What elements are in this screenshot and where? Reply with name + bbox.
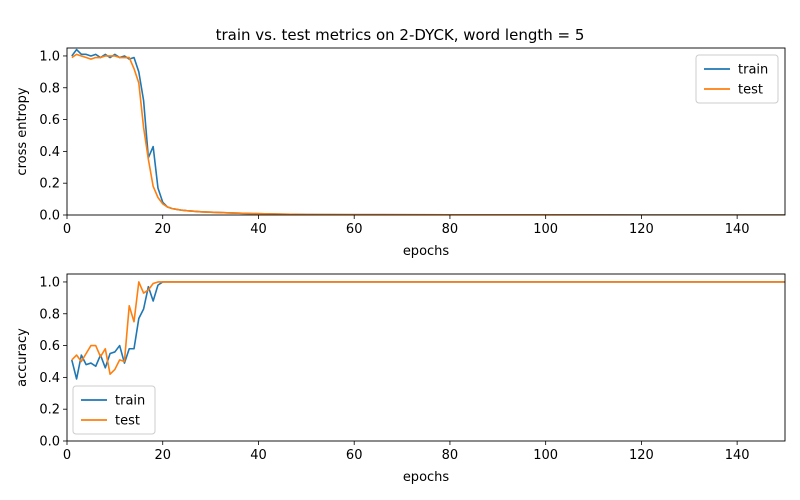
cross-entropy-series-group [71, 48, 785, 215]
cross-entropy-x-tick-label: 0 [63, 222, 71, 237]
accuracy-axes-frame [66, 273, 786, 442]
cross-entropy-x-tick-label: 40 [250, 222, 267, 237]
accuracy-x-tick-label: 120 [629, 448, 654, 463]
accuracy-legend: train test [72, 385, 156, 435]
accuracy-y-tick-label: 0.4 [39, 371, 60, 386]
accuracy-legend-box [72, 385, 156, 435]
accuracy-y-tick-label: 0.8 [39, 307, 60, 322]
accuracy-x-tick-label: 100 [533, 448, 558, 463]
cross-entropy-test-line [71, 53, 785, 215]
accuracy-x-tick-label: 20 [154, 448, 171, 463]
cross-entropy-y-tick-label: 0.0 [39, 209, 60, 224]
cross-entropy-y-axis-label: cross entropy [15, 87, 30, 175]
cross-entropy-y-tick-label: 1.0 [39, 49, 60, 64]
chart-title: train vs. test metrics on 2-DYCK, word l… [216, 26, 585, 44]
accuracy-x-tick-label: 40 [250, 448, 267, 463]
cross-entropy-y-tick-label: 0.6 [39, 113, 60, 128]
accuracy-x-tick-label: 0 [63, 448, 71, 463]
accuracy-panel: 0 20 40 60 80 100 120 140 0.0 0.2 0.4 0.6 0.8 1.0 epoc… [15, 273, 786, 485]
cross-entropy-legend-train-label: train [738, 63, 768, 78]
cross-entropy-x-axis-label: epochs [403, 244, 450, 259]
accuracy-y-tick-label: 0.0 [39, 435, 60, 450]
accuracy-test-line [71, 281, 785, 376]
accuracy-x-tick-label: 60 [346, 448, 363, 463]
cross-entropy-axes-frame [66, 47, 786, 216]
accuracy-y-tick-label: 0.2 [39, 403, 60, 418]
cross-entropy-x-tick-label: 60 [346, 222, 363, 237]
accuracy-x-axis-label: epochs [403, 470, 450, 485]
accuracy-y-tick-label: 1.0 [39, 275, 60, 290]
accuracy-legend-train-label: train [115, 394, 145, 409]
cross-entropy-legend: train test [695, 54, 779, 104]
cross-entropy-y-tick-label: 0.2 [39, 177, 60, 192]
accuracy-y-axis-label: accuracy [15, 328, 30, 387]
cross-entropy-x-tick-label: 140 [725, 222, 750, 237]
accuracy-x-tick-label: 140 [725, 448, 750, 463]
cross-entropy-legend-test-label: test [738, 83, 763, 98]
cross-entropy-legend-box [695, 54, 779, 104]
cross-entropy-x-tick-label: 120 [629, 222, 654, 237]
cross-entropy-y-tick-label: 0.8 [39, 81, 60, 96]
cross-entropy-x-tick-label: 20 [154, 222, 171, 237]
cross-entropy-panel: 0 20 40 60 80 100 120 140 0.0 0.2 0.4 0.6 0.8 1.0 epoc… [15, 47, 786, 259]
accuracy-y-tick-label: 0.6 [39, 339, 60, 354]
accuracy-x-tick-label: 80 [442, 448, 459, 463]
cross-entropy-y-tick-label: 0.4 [39, 145, 60, 160]
cross-entropy-x-tick-label: 80 [442, 222, 459, 237]
accuracy-legend-test-label: test [115, 414, 140, 429]
cross-entropy-x-tick-label: 100 [533, 222, 558, 237]
accuracy-series-group [71, 281, 785, 380]
